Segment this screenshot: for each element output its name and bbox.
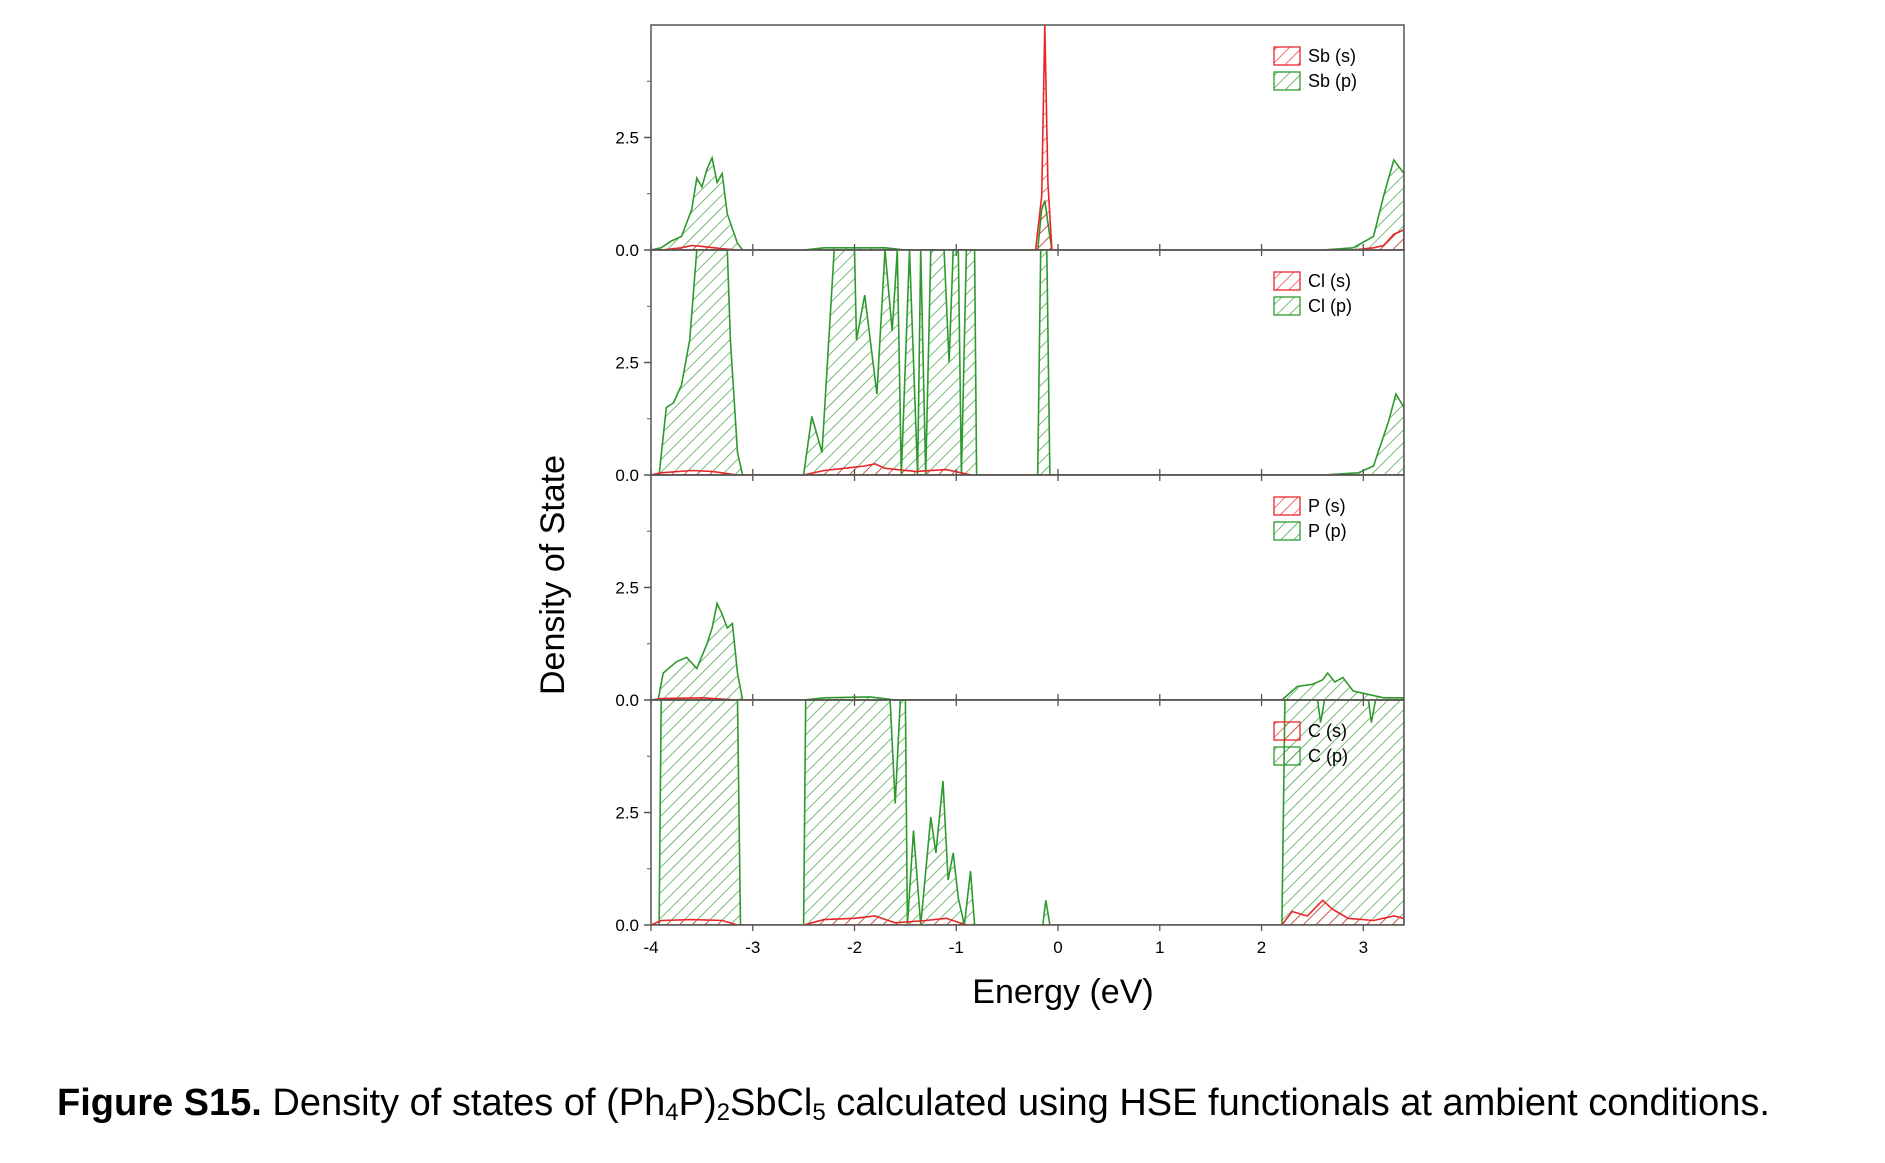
y-tick-label: 0.0 xyxy=(615,466,639,485)
caption-sub-2: 2 xyxy=(716,1099,730,1126)
y-tick-label: 2.5 xyxy=(615,804,639,823)
y-tick-label: 0.0 xyxy=(615,916,639,935)
legend-swatch xyxy=(1273,271,1301,291)
series-c-p-area xyxy=(651,700,1404,925)
legend-label: P (p) xyxy=(1308,521,1347,541)
dos-panel-4: 0.0 2.5 C (s) C (p) xyxy=(615,699,1405,935)
caption-text-1: Density of states of (Ph xyxy=(261,1082,666,1124)
x-tick-label: 2 xyxy=(1257,938,1266,957)
x-tick-label: -2 xyxy=(847,938,862,957)
y-tick-label: 2.5 xyxy=(615,129,639,148)
legend-label: P (s) xyxy=(1308,496,1346,516)
dos-panel-1: 0.0 2.5 Sb (s) Sb (p) xyxy=(615,24,1405,260)
legend-swatch xyxy=(1273,721,1301,741)
series-cl-p-area xyxy=(651,250,1404,475)
x-tick-label: -3 xyxy=(745,938,760,957)
series-cl-s-area xyxy=(651,462,1404,475)
caption-label: Figure S15. xyxy=(57,1082,262,1124)
x-tick-label: -1 xyxy=(949,938,964,957)
x-axis-label: Energy (eV) xyxy=(972,973,1153,1011)
x-tick-label: 0 xyxy=(1053,938,1062,957)
y-tick-label: 2.5 xyxy=(615,579,639,598)
caption-text-3: SbCl xyxy=(729,1082,813,1124)
caption-text-4: calculated using HSE functionals at ambi… xyxy=(825,1082,1770,1124)
legend-label: Sb (s) xyxy=(1308,46,1356,66)
legend-label: Cl (s) xyxy=(1308,271,1351,291)
y-tick-label: 2.5 xyxy=(615,354,639,373)
y-tick-label: 0.0 xyxy=(615,241,639,260)
y-axis-label: Density of State xyxy=(534,455,572,695)
legend-swatch xyxy=(1273,496,1301,516)
panels-group: 0.0 2.5 Sb (s) Sb (p) 0.0 2.5 Cl (s) Cl (p) 0.0 2… xyxy=(615,24,1405,957)
legend-swatch xyxy=(1273,71,1301,91)
legend-label: Sb (p) xyxy=(1308,71,1357,91)
caption-sub-1: 4 xyxy=(665,1099,679,1126)
legend-swatch xyxy=(1273,296,1301,316)
figure-caption: Figure S15. Density of states of (Ph4P)2… xyxy=(57,1082,1877,1127)
caption-sub-3: 5 xyxy=(812,1099,826,1126)
dos-panel-3: 0.0 2.5 P (s) P (p) xyxy=(615,474,1405,710)
caption-text-2: P) xyxy=(678,1082,717,1124)
x-tick-label: 3 xyxy=(1359,938,1368,957)
legend-label: C (p) xyxy=(1308,746,1348,766)
series-sb-p-area xyxy=(651,155,1404,250)
series-p-p-area xyxy=(651,600,1404,700)
x-tick-label: -4 xyxy=(643,938,658,957)
dos-panel-2: 0.0 2.5 Cl (s) Cl (p) xyxy=(615,249,1405,485)
legend-swatch xyxy=(1273,521,1301,541)
series-sb-s-area xyxy=(651,25,1404,250)
x-tick-label: 1 xyxy=(1155,938,1164,957)
legend-label: Cl (p) xyxy=(1308,296,1352,316)
legend-swatch xyxy=(1273,746,1301,766)
legend-label: C (s) xyxy=(1308,721,1347,741)
y-tick-label: 0.0 xyxy=(615,691,639,710)
legend-swatch xyxy=(1273,46,1301,66)
